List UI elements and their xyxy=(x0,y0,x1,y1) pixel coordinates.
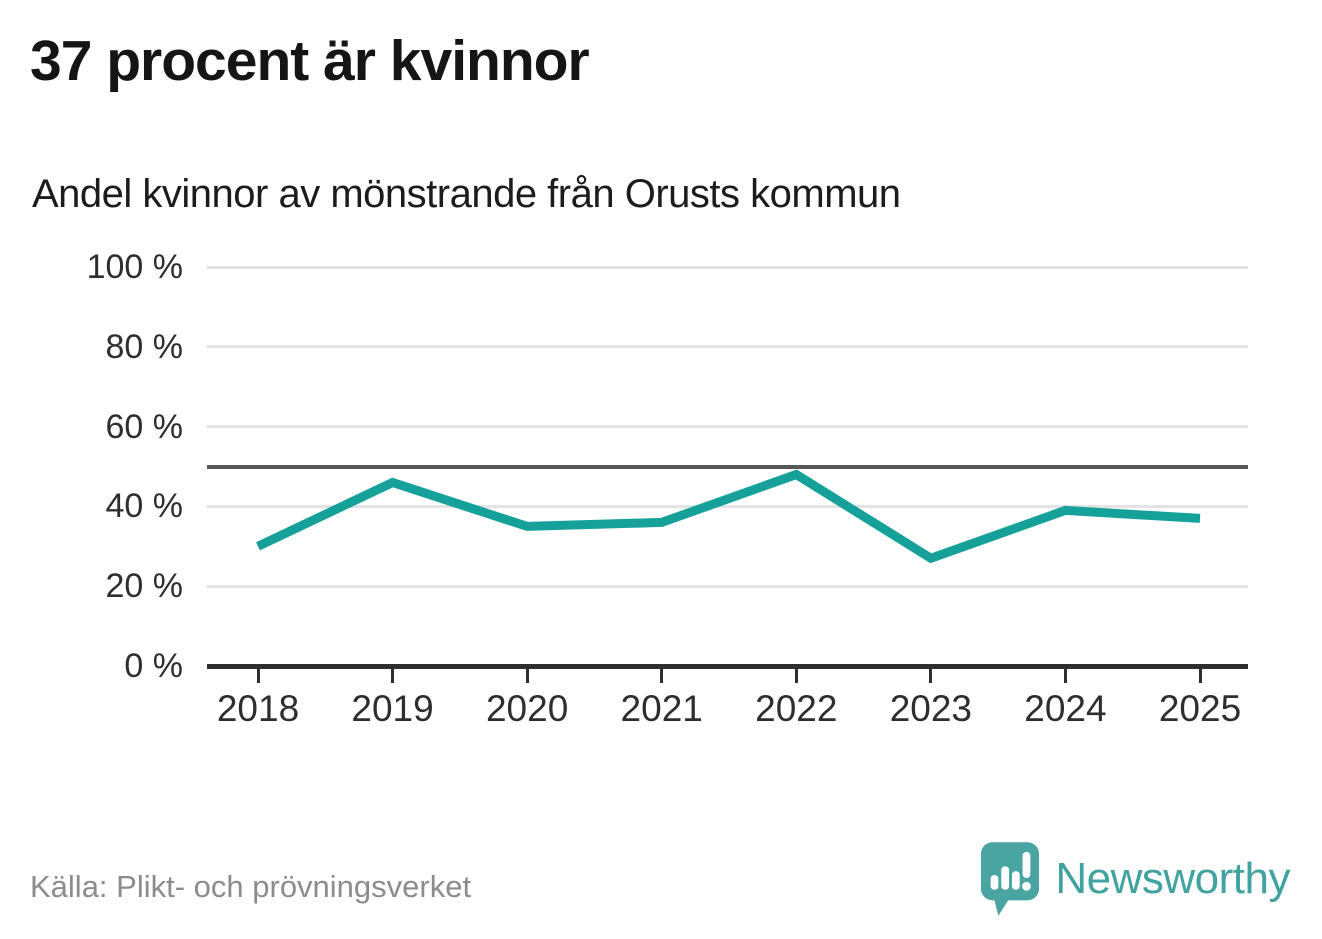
x-tick-mark xyxy=(391,669,395,683)
x-tick-mark xyxy=(525,669,529,683)
y-tick-label: 80 % xyxy=(105,327,184,366)
y-tick-label: 20 % xyxy=(105,567,184,606)
x-axis-line xyxy=(207,664,1248,669)
gridline-80 xyxy=(207,345,1248,349)
y-tick-label: 60 % xyxy=(105,407,184,446)
x-tick-mark xyxy=(256,669,260,683)
gridline-60 xyxy=(207,425,1248,429)
y-tick-label: 0 % xyxy=(124,647,183,685)
x-tick-mark xyxy=(929,669,933,683)
chart-subtitle: Andel kvinnor av mönstrande från Orusts … xyxy=(32,172,901,216)
gridline-40 xyxy=(207,504,1248,508)
y-tick-label: 100 % xyxy=(86,248,183,286)
x-tick-label: 2018 xyxy=(216,688,300,729)
brand-logo: Newsworthy xyxy=(979,840,1290,918)
x-tick-mark xyxy=(660,669,664,683)
x-tick-label: 2025 xyxy=(1158,688,1242,729)
chart-title: 37 procent är kvinnor xyxy=(30,29,590,93)
y-tick-label: 40 % xyxy=(105,487,184,526)
x-tick-mark xyxy=(1198,669,1202,683)
x-tick-label: 2024 xyxy=(1024,688,1107,729)
source-caption: Källa: Plikt- och prövningsverket xyxy=(30,869,472,904)
x-tick-mark xyxy=(794,669,798,683)
reference-line-50 xyxy=(207,464,1248,469)
gridline-100 xyxy=(207,265,1248,269)
x-tick-label: 2020 xyxy=(485,688,569,729)
x-tick-label: 2019 xyxy=(351,688,434,729)
x-tick-label: 2022 xyxy=(755,688,838,729)
newsworthy-logo-icon xyxy=(981,842,1040,916)
gridline-20 xyxy=(207,584,1248,588)
x-tick-label: 2023 xyxy=(889,688,972,729)
brand-name: Newsworthy xyxy=(1055,854,1290,903)
x-tick-label: 2021 xyxy=(620,688,703,729)
x-tick-mark xyxy=(1063,669,1067,683)
